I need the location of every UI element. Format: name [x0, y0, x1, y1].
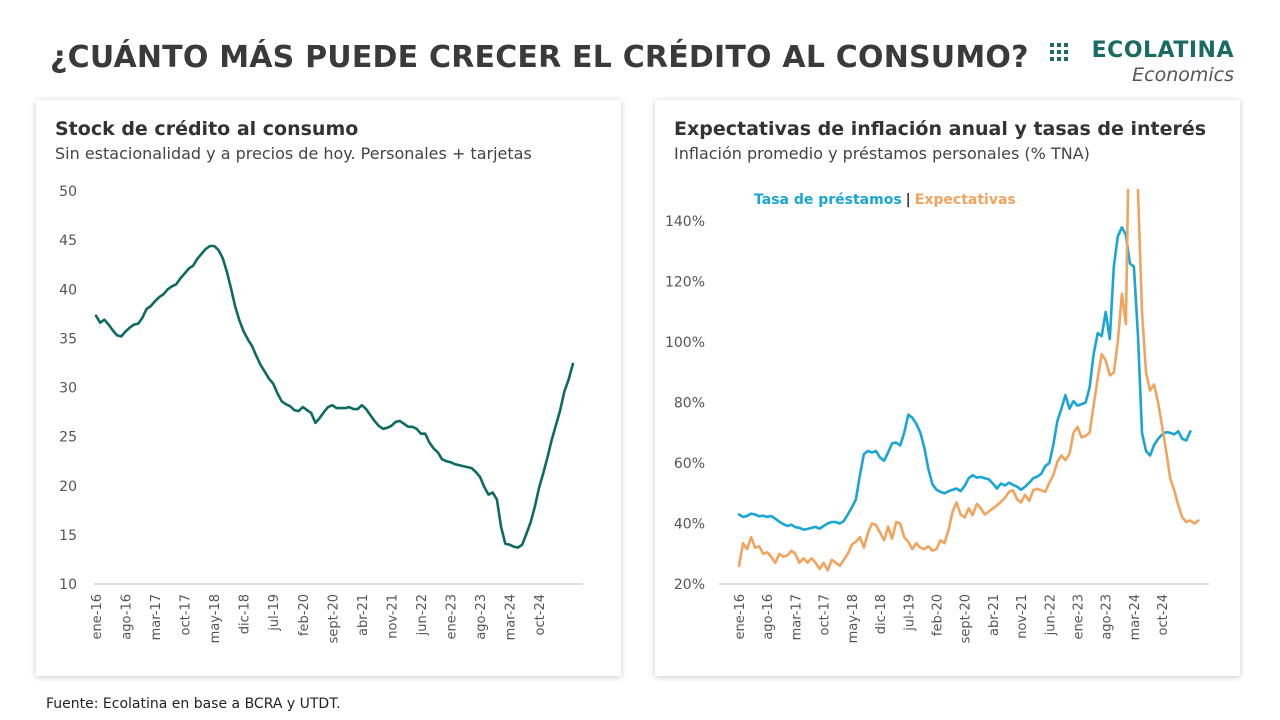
x-tick-label: ago-23	[474, 594, 489, 640]
x-tick-label: ene-16	[733, 594, 748, 639]
credit-chart-title: Stock de crédito al consumo	[55, 118, 359, 140]
credit-stock-chart-card: Stock de crédito al consumo Sin estacion…	[36, 100, 621, 676]
x-tick-label: may-18	[208, 594, 223, 643]
y-tick-label: 40%	[674, 517, 705, 533]
x-tick-label: oct-17	[818, 594, 833, 635]
y-tick-label: 15	[59, 528, 77, 544]
page-title: ¿CUÁNTO MÁS PUEDE CRECER EL CRÉDITO AL C…	[50, 40, 1029, 75]
x-tick-label: oct-17	[179, 594, 194, 635]
x-tick-label: jun-22	[1043, 594, 1058, 636]
x-tick-label: abr-21	[987, 594, 1002, 636]
logo-wordmark: ECOLATINA	[1091, 38, 1234, 63]
x-tick-label: feb-20	[297, 594, 312, 636]
y-tick-label: 20%	[674, 577, 705, 593]
y-tick-label: 35	[59, 331, 77, 347]
x-tick-label: ene-16	[90, 594, 105, 639]
ecolatina-logo: ECOLATINA Economics	[1044, 38, 1234, 88]
y-tick-label: 100%	[665, 335, 705, 351]
y-tick-label: 20	[59, 479, 77, 495]
series-line-1	[94, 244, 575, 549]
y-tick-label: 45	[59, 233, 77, 249]
series-line-2	[737, 189, 1200, 572]
legend-item-expectations: Expectativas	[914, 192, 1016, 208]
y-tick-label: 140%	[665, 214, 705, 230]
x-tick-label: mar-17	[149, 594, 164, 640]
y-tick-label: 120%	[665, 275, 705, 291]
x-tick-label: oct-24	[1156, 594, 1171, 635]
x-tick-label: abr-21	[356, 594, 371, 636]
x-tick-label: ene-23	[1072, 594, 1087, 639]
legend-separator: |	[905, 192, 911, 208]
x-tick-label: nov-21	[1015, 594, 1030, 639]
x-tick-label: ago-16	[120, 594, 135, 640]
x-tick-label: ene-23	[444, 594, 459, 639]
x-tick-label: oct-24	[533, 594, 548, 635]
rates-chart-subtitle: Inflación promedio y préstamos personale…	[674, 144, 1090, 163]
x-tick-label: jul-19	[902, 594, 917, 632]
legend-item-loan-rate: Tasa de préstamos	[754, 192, 902, 208]
inflation-rates-chart: 20% 40% 60% 80% 100% 120% 140% ene-16 ago-16 mar-…	[665, 189, 1209, 643]
x-tick-label: sept-20	[959, 594, 974, 643]
x-tick-label: jul-19	[267, 594, 282, 632]
x-tick-label: mar-24	[504, 594, 519, 640]
y-tick-label: 80%	[674, 396, 705, 412]
x-tick-label: mar-17	[789, 594, 804, 640]
logo-tagline: Economics	[1132, 64, 1234, 86]
x-tick-label: ago-23	[1100, 594, 1115, 640]
y-tick-label: 60%	[674, 456, 705, 472]
inflation-rates-chart-card: Expectativas de inflación anual y tasas …	[655, 100, 1240, 676]
y-tick-label: 10	[59, 577, 77, 593]
source-note: Fuente: Ecolatina en base a BCRA y UTDT.	[46, 696, 341, 712]
y-tick-label: 40	[59, 282, 77, 298]
x-tick-label: feb-20	[930, 594, 945, 636]
y-tick-label: 25	[59, 430, 77, 446]
chart-legend: Tasa de préstamos | Expectativas	[754, 192, 1016, 208]
x-tick-label: mar-24	[1128, 594, 1143, 640]
x-tick-label: may-18	[846, 594, 861, 643]
rates-chart-title: Expectativas de inflación anual y tasas …	[674, 118, 1207, 140]
y-tick-label: 50	[59, 184, 77, 200]
x-tick-label: nov-21	[385, 594, 400, 639]
x-tick-label: jun-22	[415, 594, 430, 636]
y-tick-label: 30	[59, 381, 77, 397]
x-tick-label: ago-16	[761, 594, 776, 640]
credit-chart-subtitle: Sin estacionalidad y a precios de hoy. P…	[55, 144, 532, 163]
series-line-1	[737, 226, 1192, 531]
x-tick-label: dic-18	[238, 594, 253, 634]
x-tick-label: dic-18	[874, 594, 889, 634]
x-tick-label: sept-20	[326, 594, 341, 643]
credit-stock-chart: 10 15 20 25 30 35 40 45 50 ene-16 ago-16 mar-17 oct-…	[59, 184, 583, 643]
logo-grid-icon	[1050, 43, 1068, 61]
